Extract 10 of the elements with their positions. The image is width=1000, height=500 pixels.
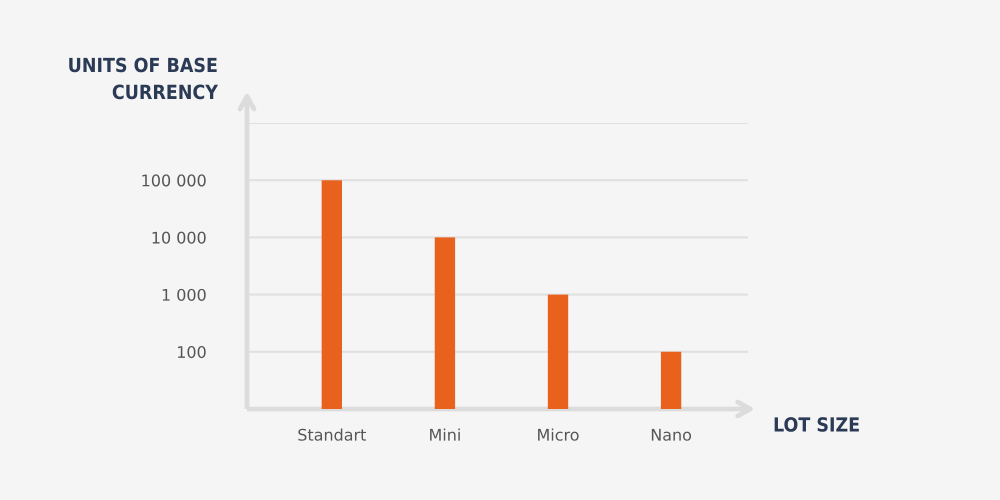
y-tick-label: 100 000 — [142, 174, 206, 186]
y-tick-label: 1 000 — [162, 288, 206, 301]
x-tick-label: Nano — [652, 428, 692, 441]
x-axis-title: LOT SIZE — [774, 417, 859, 432]
x-tick-label: Standart — [298, 428, 366, 441]
x-tick-label: Micro — [538, 428, 579, 441]
y-tick-label: 100 — [178, 346, 206, 358]
y-axis-title: UNITS OF BASE CURRENCY — [69, 58, 218, 100]
x-tick-label: Mini — [430, 428, 460, 441]
y-tick-label: 10 000 — [152, 232, 206, 244]
